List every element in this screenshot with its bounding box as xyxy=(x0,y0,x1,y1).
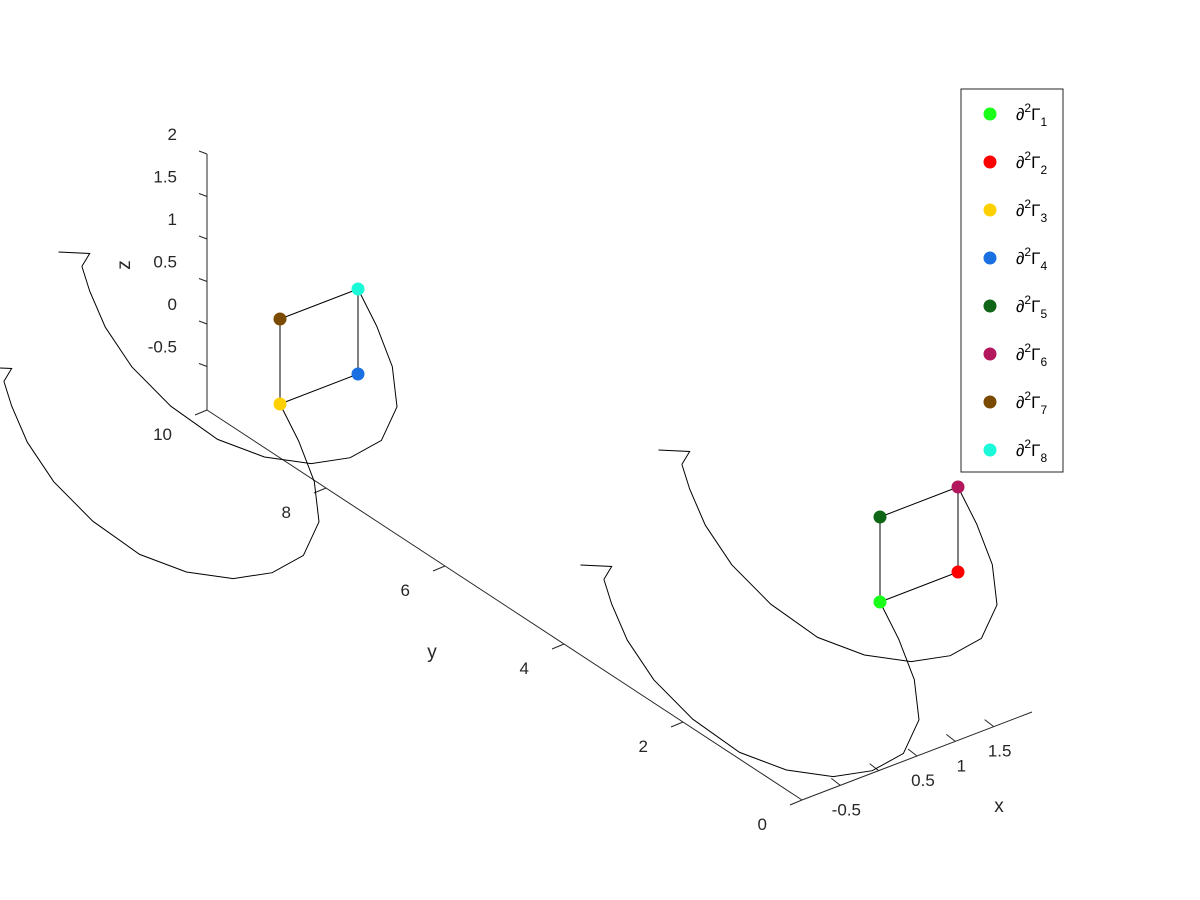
legend-entry-1: ∂2Γ1 xyxy=(1016,101,1047,129)
y-tick-label-5: 10 xyxy=(153,425,172,444)
x-tick-2 xyxy=(907,748,918,757)
legend-marker-6 xyxy=(983,347,997,361)
z-tick-0 xyxy=(198,363,208,367)
legend-marker-7 xyxy=(983,395,997,409)
x-tick-label-4: 1.5 xyxy=(988,742,1012,761)
curve-tip-3 xyxy=(0,367,13,382)
y-axis-line xyxy=(206,409,803,801)
legend-marker-8 xyxy=(983,443,997,457)
x-tick-label-3: 1 xyxy=(957,756,966,775)
legend-marker-5 xyxy=(983,299,997,313)
legend-marker-2 xyxy=(983,155,997,169)
x-tick-0 xyxy=(831,777,841,786)
z-axis-label: z xyxy=(114,260,135,270)
curves xyxy=(0,251,998,778)
y-tick-1 xyxy=(670,721,684,728)
curve-0 xyxy=(603,579,920,778)
edge-1 xyxy=(879,486,959,518)
point-6 xyxy=(951,480,965,494)
x-tick-3 xyxy=(946,733,956,742)
legend-entry-6: ∂2Γ6 xyxy=(1016,341,1047,369)
y-axis-label: y xyxy=(427,642,437,663)
legend-entry-8: ∂2Γ8 xyxy=(1016,437,1047,465)
legend-entry-5: ∂2Γ5 xyxy=(1016,293,1047,321)
legend: ∂2Γ1 ∂2Γ2 ∂2Γ3 ∂2Γ4 ∂2Γ5 ∂2Γ6 ∂2Γ7 ∂2Γ8 xyxy=(960,88,1064,473)
x-tick-label-0: -0.5 xyxy=(832,800,861,819)
marker-points xyxy=(273,282,965,609)
y-tick-5 xyxy=(194,409,208,416)
curve-2 xyxy=(3,381,320,580)
y-tick-label-1: 2 xyxy=(639,737,648,756)
point-4 xyxy=(351,367,365,381)
x-tick-label-2: 0.5 xyxy=(911,771,935,790)
point-5 xyxy=(873,510,887,524)
y-tick-3 xyxy=(432,565,446,572)
curve-1 xyxy=(681,464,998,663)
edge-0 xyxy=(879,571,959,603)
z-tick-label-0: -0.5 xyxy=(148,338,177,357)
legend-box xyxy=(960,88,1064,473)
curve-tip-2 xyxy=(658,449,691,465)
z-tick-5 xyxy=(198,150,208,155)
legend-marker-4 xyxy=(983,251,997,265)
curve-3 xyxy=(81,266,398,465)
axes: -0.5 0 0.5 1 1.5 2 0 2 4 6 8 10 -0.5 0.5 1 1.5 xyxy=(148,125,1033,834)
point-7 xyxy=(273,312,287,326)
z-tick-4 xyxy=(198,193,208,197)
y-tick-label-4: 8 xyxy=(282,503,291,522)
x-tick-4 xyxy=(984,719,994,728)
curve-tip-4 xyxy=(58,251,91,267)
point-8 xyxy=(351,282,365,296)
z-tick-label-3: 1 xyxy=(168,210,177,229)
y-tick-label-3: 6 xyxy=(401,581,410,600)
legend-entry-4: ∂2Γ4 xyxy=(1016,245,1047,273)
edge-4 xyxy=(279,373,359,405)
y-tick-label-2: 4 xyxy=(520,659,529,678)
legend-marker-3 xyxy=(983,203,997,217)
legend-entry-3: ∂2Γ3 xyxy=(1016,197,1047,225)
z-tick-3 xyxy=(198,235,208,240)
x-axis-label: x xyxy=(994,796,1004,817)
cube-edges xyxy=(279,288,959,603)
y-tick-2 xyxy=(551,643,565,650)
legend-marker-1 xyxy=(983,107,997,121)
z-tick-label-1: 0 xyxy=(168,295,177,314)
y-tick-label-0: 0 xyxy=(758,815,767,834)
point-1 xyxy=(873,595,887,609)
legend-entry-7: ∂2Γ7 xyxy=(1016,389,1047,417)
edge-5 xyxy=(279,288,359,320)
curve-tip-1 xyxy=(580,564,613,580)
legend-entry-2: ∂2Γ2 xyxy=(1016,149,1047,177)
point-2 xyxy=(951,565,965,579)
x-tick-1 xyxy=(869,763,879,772)
y-tick-0 xyxy=(789,799,803,806)
z-tick-1 xyxy=(198,320,208,325)
z-tick-2 xyxy=(198,278,208,282)
z-tick-label-4: 1.5 xyxy=(153,168,177,187)
axis-labels: z y x xyxy=(114,260,1004,817)
point-3 xyxy=(273,397,287,411)
z-tick-label-2: 0.5 xyxy=(153,253,177,272)
z-tick-label-5: 2 xyxy=(168,125,177,144)
